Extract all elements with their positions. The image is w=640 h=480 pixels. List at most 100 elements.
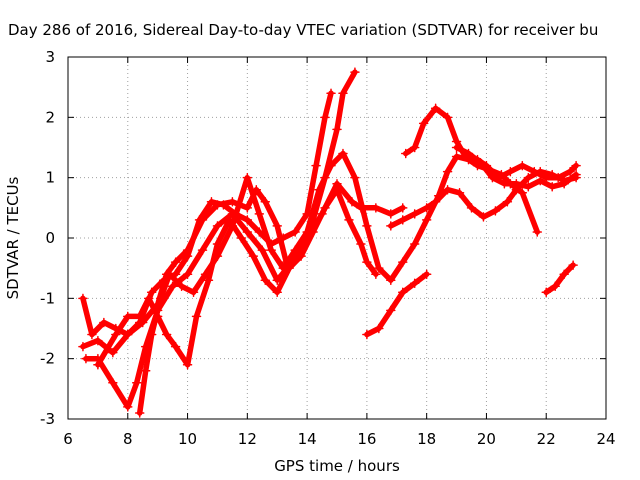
data-point-marker xyxy=(362,329,372,340)
data-point-marker xyxy=(386,305,396,316)
data-point-marker xyxy=(565,166,575,177)
data-point-marker xyxy=(547,181,557,192)
data-point-marker xyxy=(442,166,453,177)
data-point-marker xyxy=(338,148,348,159)
data-point-marker xyxy=(108,378,118,388)
data-point-marker xyxy=(400,148,411,159)
data-point-marker xyxy=(290,227,300,237)
series-trace-c xyxy=(83,180,406,410)
data-point-marker xyxy=(475,157,486,168)
data-point-marker xyxy=(314,184,324,195)
data-point-marker xyxy=(398,257,408,267)
data-point-marker xyxy=(421,203,432,213)
data-point-marker xyxy=(257,245,268,255)
data-point-marker xyxy=(451,142,462,153)
data-point-marker xyxy=(302,227,312,237)
data-point-marker xyxy=(532,227,543,237)
data-point-marker xyxy=(111,329,121,340)
data-point-marker xyxy=(140,365,151,376)
data-point-marker xyxy=(203,275,214,285)
data-series xyxy=(78,67,581,418)
data-point-marker xyxy=(386,209,396,219)
data-point-marker xyxy=(93,359,103,370)
data-point-marker xyxy=(78,293,88,304)
data-point-marker xyxy=(242,227,253,237)
data-point-marker xyxy=(523,172,534,183)
data-point-marker xyxy=(227,221,238,231)
data-point-marker xyxy=(188,287,199,298)
x-tick-label: 22 xyxy=(537,430,556,448)
data-point-marker xyxy=(463,148,474,159)
data-point-marker xyxy=(547,169,557,180)
data-point-marker xyxy=(559,269,569,279)
series-trace-e xyxy=(136,150,541,416)
y-tick-label: 3 xyxy=(45,48,55,66)
data-point-marker xyxy=(212,239,223,249)
data-point-marker xyxy=(212,251,223,261)
data-point-marker xyxy=(290,245,300,255)
data-point-marker xyxy=(272,287,282,298)
x-tick-label: 14 xyxy=(298,430,317,448)
y-axis: 3 2 1 0 -1 -2 -3 xyxy=(40,48,606,428)
data-point-marker xyxy=(182,269,193,279)
data-point-marker xyxy=(466,203,477,213)
data-point-marker xyxy=(191,311,202,322)
data-point-marker xyxy=(517,160,528,171)
data-point-marker xyxy=(200,269,211,279)
data-point-marker xyxy=(362,257,372,267)
data-point-marker xyxy=(421,215,432,225)
x-tick-label: 24 xyxy=(596,430,615,448)
data-point-marker xyxy=(272,275,282,285)
data-point-marker xyxy=(350,172,360,183)
data-point-marker xyxy=(568,260,578,270)
data-point-marker xyxy=(451,151,462,162)
data-point-marker xyxy=(176,281,187,292)
data-point-marker xyxy=(182,245,193,255)
data-point-marker xyxy=(260,275,271,285)
data-point-marker xyxy=(350,67,360,77)
data-point-marker xyxy=(123,402,133,412)
data-point-marker xyxy=(206,197,217,207)
data-point-marker xyxy=(541,287,551,298)
data-point-marker xyxy=(93,335,103,346)
data-point-marker xyxy=(197,215,208,225)
data-point-marker xyxy=(212,200,223,210)
data-point-marker xyxy=(338,88,348,98)
data-point-marker xyxy=(409,239,420,249)
data-point-marker xyxy=(197,245,208,255)
data-point-marker xyxy=(87,329,97,340)
x-axis-label: GPS time / hours xyxy=(274,457,400,475)
data-point-marker xyxy=(535,175,545,186)
data-point-marker xyxy=(409,142,420,153)
data-point-marker xyxy=(164,269,175,279)
data-point-marker xyxy=(374,263,384,273)
data-point-marker xyxy=(182,359,193,370)
data-point-marker xyxy=(490,206,501,216)
data-point-marker xyxy=(242,172,253,183)
data-point-marker xyxy=(442,112,453,123)
data-point-marker xyxy=(123,311,133,322)
data-point-marker xyxy=(523,181,534,192)
data-point-marker xyxy=(146,287,157,298)
y-tick-label: 1 xyxy=(45,169,55,187)
y-axis-label: SDTVAR / TECUs xyxy=(4,176,22,299)
data-point-marker xyxy=(227,197,238,207)
data-point-marker xyxy=(99,317,109,328)
x-tick-label: 10 xyxy=(178,430,197,448)
series-trace-f xyxy=(364,271,430,338)
data-point-marker xyxy=(344,215,354,225)
x-axis: 6 8 10 12 14 16 18 20 22 24 xyxy=(63,57,616,448)
data-point-marker xyxy=(260,197,271,207)
data-point-marker xyxy=(296,251,306,261)
data-point-marker xyxy=(332,124,342,135)
data-point-marker xyxy=(371,269,381,279)
data-point-marker xyxy=(78,341,88,352)
data-point-marker xyxy=(398,203,408,213)
x-tick-label: 12 xyxy=(238,430,257,448)
data-point-marker xyxy=(356,239,366,249)
data-point-marker xyxy=(374,323,384,334)
data-point-marker xyxy=(242,203,253,213)
data-point-marker xyxy=(418,118,429,129)
data-point-marker xyxy=(212,221,223,231)
